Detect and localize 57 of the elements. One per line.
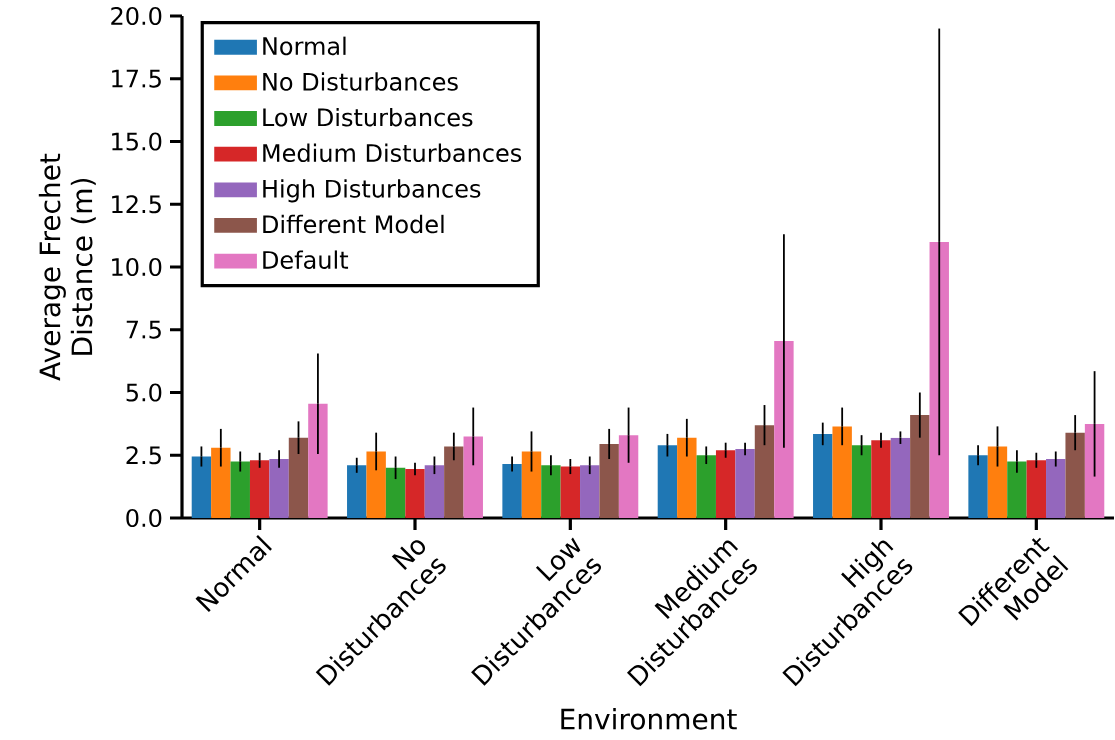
- legend-label: Default: [263, 250, 349, 269]
- bar: [366, 451, 386, 518]
- legend-label: Normal: [263, 36, 346, 56]
- bar: [618, 435, 639, 518]
- x-axis-title: Environment: [561, 707, 737, 730]
- bar: [696, 455, 716, 518]
- bar: [735, 448, 755, 518]
- bar: [347, 465, 367, 518]
- bar: [910, 415, 930, 518]
- y-tick-label: 0.0: [126, 508, 162, 528]
- bar: [754, 425, 775, 518]
- y-tick-label: 17.5: [112, 69, 161, 88]
- y-tick-label: 20.0: [111, 6, 162, 26]
- bar: [1065, 432, 1085, 518]
- bar: [871, 440, 891, 518]
- legend-label: High Disturbances: [263, 179, 481, 203]
- bar: [851, 445, 872, 518]
- legend-label: Low Disturbances: [263, 107, 473, 127]
- bar: [560, 466, 581, 518]
- bar: [230, 461, 250, 518]
- bar: [385, 467, 406, 518]
- bar: [502, 464, 522, 518]
- bar: [521, 451, 542, 518]
- y-tick-label: 15.0: [112, 132, 162, 151]
- y-axis-title: Average Frechet Distance (m): [38, 153, 96, 381]
- bar: [599, 443, 619, 518]
- bar: [288, 437, 309, 518]
- bar: [308, 403, 328, 518]
- bar: [832, 426, 852, 518]
- bar: [541, 465, 561, 518]
- bar: [987, 446, 1008, 518]
- bar: [813, 433, 833, 518]
- legend-label: Different Model: [263, 214, 444, 234]
- bar: [968, 455, 988, 518]
- bar: [191, 456, 212, 518]
- y-tick-label: 12.5: [112, 195, 161, 214]
- bar: [1026, 460, 1047, 518]
- y-tick-label: 2.5: [126, 446, 161, 465]
- bar: [405, 469, 425, 518]
- bar: [715, 450, 736, 518]
- bar: [657, 445, 678, 518]
- bar: [269, 459, 289, 518]
- bar: [1007, 461, 1027, 518]
- bar: [580, 465, 600, 518]
- bar: [677, 437, 697, 518]
- bar: [424, 465, 445, 518]
- bar: [444, 446, 464, 518]
- bar: [249, 460, 270, 518]
- bar: [463, 436, 483, 518]
- bar: [211, 447, 231, 518]
- y-tick-label: 5.0: [126, 383, 162, 402]
- bar: [1046, 459, 1066, 518]
- legend-label: No Disturbances: [263, 72, 458, 91]
- bar: [890, 437, 911, 518]
- y-tick-label: 7.5: [126, 320, 161, 339]
- y-tick-label: 10.0: [112, 257, 162, 277]
- legend-label: Medium Disturbances: [263, 143, 522, 163]
